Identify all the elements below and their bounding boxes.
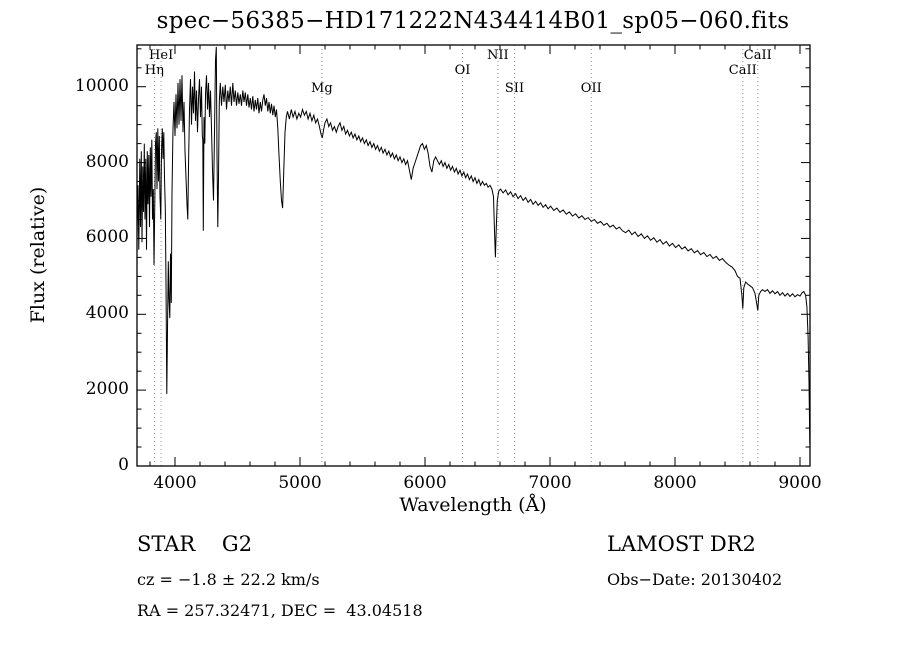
x-tick-label: 6000	[403, 473, 447, 493]
radial-velocity-text: cz = −1.8 ± 22.2 km/s	[137, 570, 320, 589]
x-axis-label: Wavelength (Å)	[399, 494, 547, 516]
x-tick-label: 5000	[278, 473, 322, 493]
ra-dec-text: RA = 257.32471, DEC = 43.04518	[137, 601, 423, 620]
spectral-line-label: Mg	[311, 81, 333, 96]
y-tick-label: 4000	[85, 303, 129, 324]
obs-date-text: Obs−Date: 20130402	[607, 570, 783, 589]
plot-title: spec−56385−HD171222N434414B01_sp05−060.f…	[156, 8, 790, 34]
x-tick-label: 7000	[528, 473, 572, 493]
spectral-line-label: CaII	[728, 63, 757, 78]
x-tick-label: 8000	[653, 473, 697, 493]
x-tick-label: 4000	[153, 473, 197, 493]
spectral-line-label: OI	[454, 63, 471, 78]
classification-text: STAR G2	[137, 532, 253, 556]
x-tick-label: 9000	[778, 473, 822, 493]
spectral-line-label: SII	[504, 81, 525, 96]
y-tick-label: 6000	[85, 227, 129, 248]
y-tick-label: 8000	[85, 151, 129, 172]
survey-release-text: LAMOST DR2	[607, 532, 756, 556]
y-tick-label: 2000	[85, 379, 129, 400]
spectral-line-label: OII	[580, 81, 602, 96]
spectral-line-label: Hη	[144, 63, 164, 78]
spectral-line-label: HeI	[149, 48, 174, 63]
spectral-line-label: CaII	[743, 48, 772, 63]
y-tick-label: 10000	[74, 75, 129, 96]
y-tick-label: 0	[118, 455, 129, 475]
spectral-line-label: NII	[487, 48, 509, 63]
